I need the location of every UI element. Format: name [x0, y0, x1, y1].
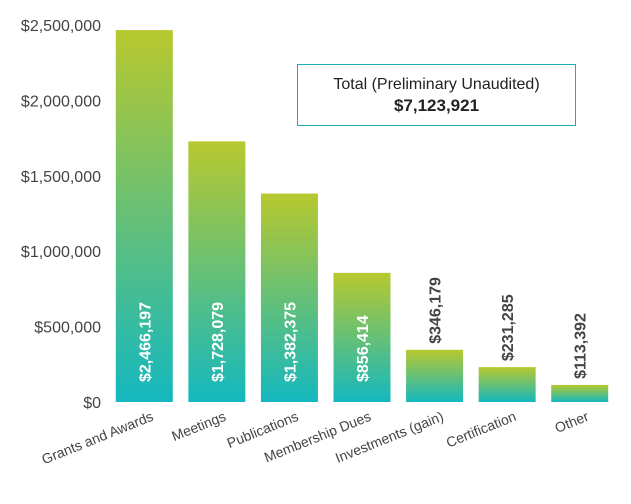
x-axis: Grants and Awards MeetingsPublicationsMem… — [39, 408, 591, 467]
data-label: $2,466,197 — [137, 302, 154, 382]
bar — [478, 367, 536, 402]
bar — [188, 141, 246, 402]
data-label: $113,392 — [573, 313, 590, 379]
total-label: Total (Preliminary Unaudited) — [333, 76, 540, 93]
y-tick-label: $2,500,000 — [21, 18, 101, 35]
data-labels: $2,466,197 $1,728,079 $1,382,375 $856,414 $3… — [137, 277, 589, 382]
x-tick-label: Certification — [444, 408, 519, 451]
data-label: $346,179 — [428, 277, 445, 344]
data-label: $1,382,375 — [282, 302, 299, 382]
bar — [115, 30, 173, 402]
x-tick-label: Other — [552, 408, 591, 436]
total-value: $7,123,921 — [393, 96, 480, 115]
y-tick-label: $1,500,000 — [21, 169, 101, 186]
y-tick-label: $2,000,000 — [21, 93, 101, 110]
x-tick-label: Grants and Awards — [39, 408, 155, 467]
bar — [551, 384, 609, 402]
bar — [260, 193, 318, 402]
y-tick-label: $0 — [83, 395, 101, 412]
data-label: $1,728,079 — [210, 302, 227, 382]
y-tick-label: $500,000 — [34, 320, 101, 337]
y-axis: $0 $500,000 $1,000,000 $1,500,000 $2,000,000… — [21, 18, 101, 412]
data-label: $231,285 — [500, 294, 517, 361]
y-tick-label: $1,000,000 — [21, 244, 101, 261]
bar — [406, 349, 464, 402]
x-tick-label: Meetings — [169, 408, 228, 444]
bar — [333, 272, 391, 402]
data-label: $856,414 — [355, 315, 372, 382]
total-annotation: Total (Preliminary Unaudited) $7,123,921 — [297, 64, 576, 126]
bars-group — [115, 30, 609, 402]
